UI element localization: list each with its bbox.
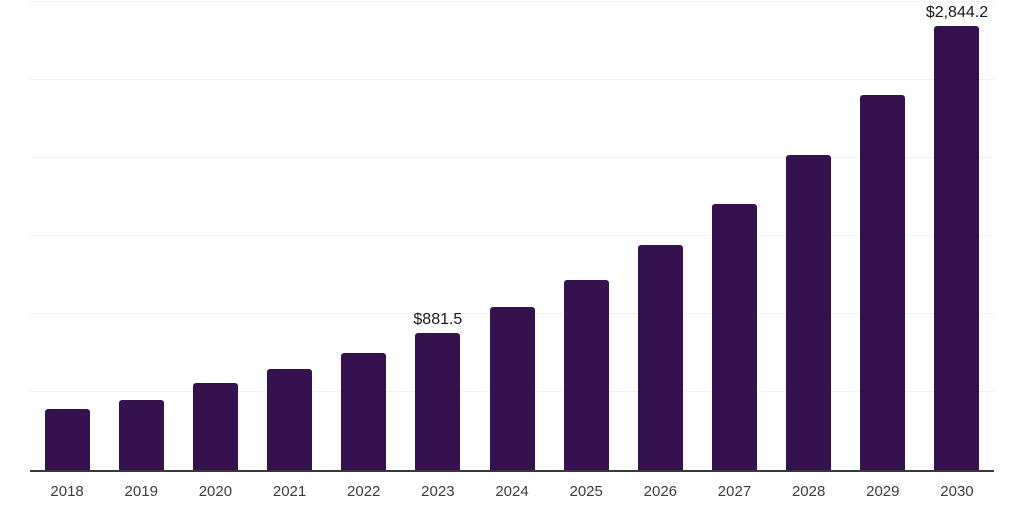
x-axis: 2018 2019 2020 2021 2022 2023 2024 2025 2026 2027… <box>30 482 994 502</box>
x-tick-label-2025: 2025 <box>569 483 603 500</box>
bars: $881.5 $2,844.2 <box>30 2 994 470</box>
bar-2020 <box>192 383 238 470</box>
bar-band-2029 <box>846 2 920 470</box>
x-tick-label-2022: 2022 <box>347 483 381 500</box>
gridline-1500 <box>30 235 994 236</box>
x-tick-label-2029: 2029 <box>866 483 900 500</box>
x-tick-label-2030: 2030 <box>940 483 974 500</box>
bar-band-2027 <box>697 2 771 470</box>
x-tick-label-2020: 2020 <box>198 483 233 500</box>
plot-area: $881.5 $2,844.2 <box>30 1 994 472</box>
bar-band-2024 <box>475 2 549 470</box>
bar-band-2020 <box>178 2 252 470</box>
bar-band-2019 <box>104 2 178 470</box>
gridline-3000 <box>30 1 994 2</box>
x-tick-label-2027: 2027 <box>717 483 752 500</box>
bar-2023 <box>415 332 461 470</box>
bar-value-label-2030: $2,844.2 <box>925 4 989 22</box>
bar-2027 <box>711 204 757 470</box>
x-tick-label-2028: 2028 <box>791 483 826 500</box>
gridline-2500 <box>30 79 994 80</box>
x-tick-label-2023: 2023 <box>421 483 455 500</box>
bar-2029 <box>860 94 906 470</box>
bar-2026 <box>637 245 683 470</box>
x-tick-label-2019: 2019 <box>124 483 158 500</box>
bar-band-2028 <box>772 2 846 470</box>
bar-2025 <box>563 280 609 470</box>
bar-band-2026 <box>623 2 697 470</box>
x-tick-label-2018: 2018 <box>50 483 84 500</box>
bar-2028 <box>786 154 832 470</box>
bar-band-2023: $881.5 <box>401 2 475 470</box>
bar-2021 <box>267 368 313 470</box>
bar-2019 <box>118 399 164 470</box>
bar-2018 <box>44 409 90 470</box>
bar-band-2018 <box>30 2 104 470</box>
x-tick-label-2024: 2024 <box>495 483 529 500</box>
bar-2024 <box>489 307 535 470</box>
gridline-2000 <box>30 157 994 158</box>
x-tick-label-2026: 2026 <box>643 483 678 500</box>
bar-band-2022 <box>327 2 401 470</box>
bar-band-2021 <box>252 2 326 470</box>
bar-2022 <box>341 353 387 470</box>
bar-2030 <box>934 26 980 470</box>
bar-band-2030: $2,844.2 <box>920 2 994 470</box>
x-tick-label-2021: 2021 <box>272 483 307 500</box>
bar-value-label-2023: $881.5 <box>413 310 463 328</box>
bar-band-2025 <box>549 2 623 470</box>
